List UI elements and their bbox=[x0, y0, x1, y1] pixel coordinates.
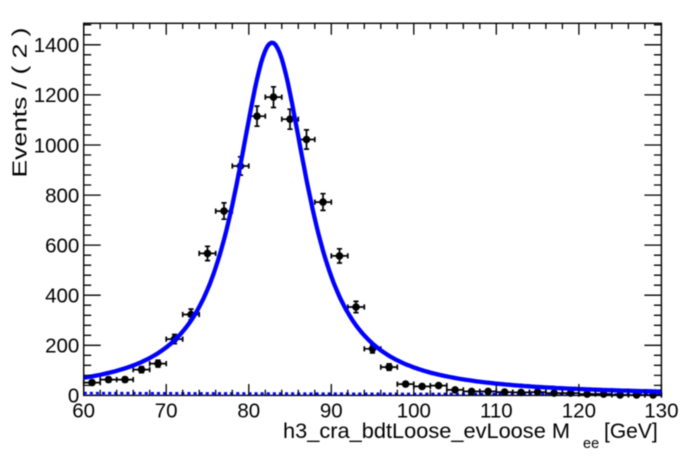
svg-text:80: 80 bbox=[237, 400, 260, 423]
svg-text:h3_cra_bdtLoose_evLoose M: h3_cra_bdtLoose_evLoose M bbox=[283, 420, 570, 443]
svg-text:1400: 1400 bbox=[34, 34, 80, 57]
svg-text:600: 600 bbox=[45, 234, 79, 257]
svg-text:0: 0 bbox=[68, 385, 79, 408]
svg-text:130: 130 bbox=[644, 400, 678, 423]
svg-text:60: 60 bbox=[72, 400, 95, 423]
svg-text:100: 100 bbox=[397, 400, 431, 423]
svg-text:120: 120 bbox=[562, 400, 596, 423]
svg-text:800: 800 bbox=[45, 184, 79, 207]
svg-text:90: 90 bbox=[320, 400, 343, 423]
svg-text:Events / ( 2 ): Events / ( 2 ) bbox=[9, 28, 32, 178]
svg-text:200: 200 bbox=[45, 335, 79, 358]
svg-text:ee: ee bbox=[583, 436, 599, 452]
svg-text:1200: 1200 bbox=[34, 84, 80, 107]
svg-text:1000: 1000 bbox=[34, 134, 80, 157]
svg-text:70: 70 bbox=[155, 400, 178, 423]
svg-text:110: 110 bbox=[480, 400, 513, 423]
svg-text:400: 400 bbox=[45, 285, 79, 308]
svg-text:[GeV]: [GeV] bbox=[604, 420, 658, 443]
